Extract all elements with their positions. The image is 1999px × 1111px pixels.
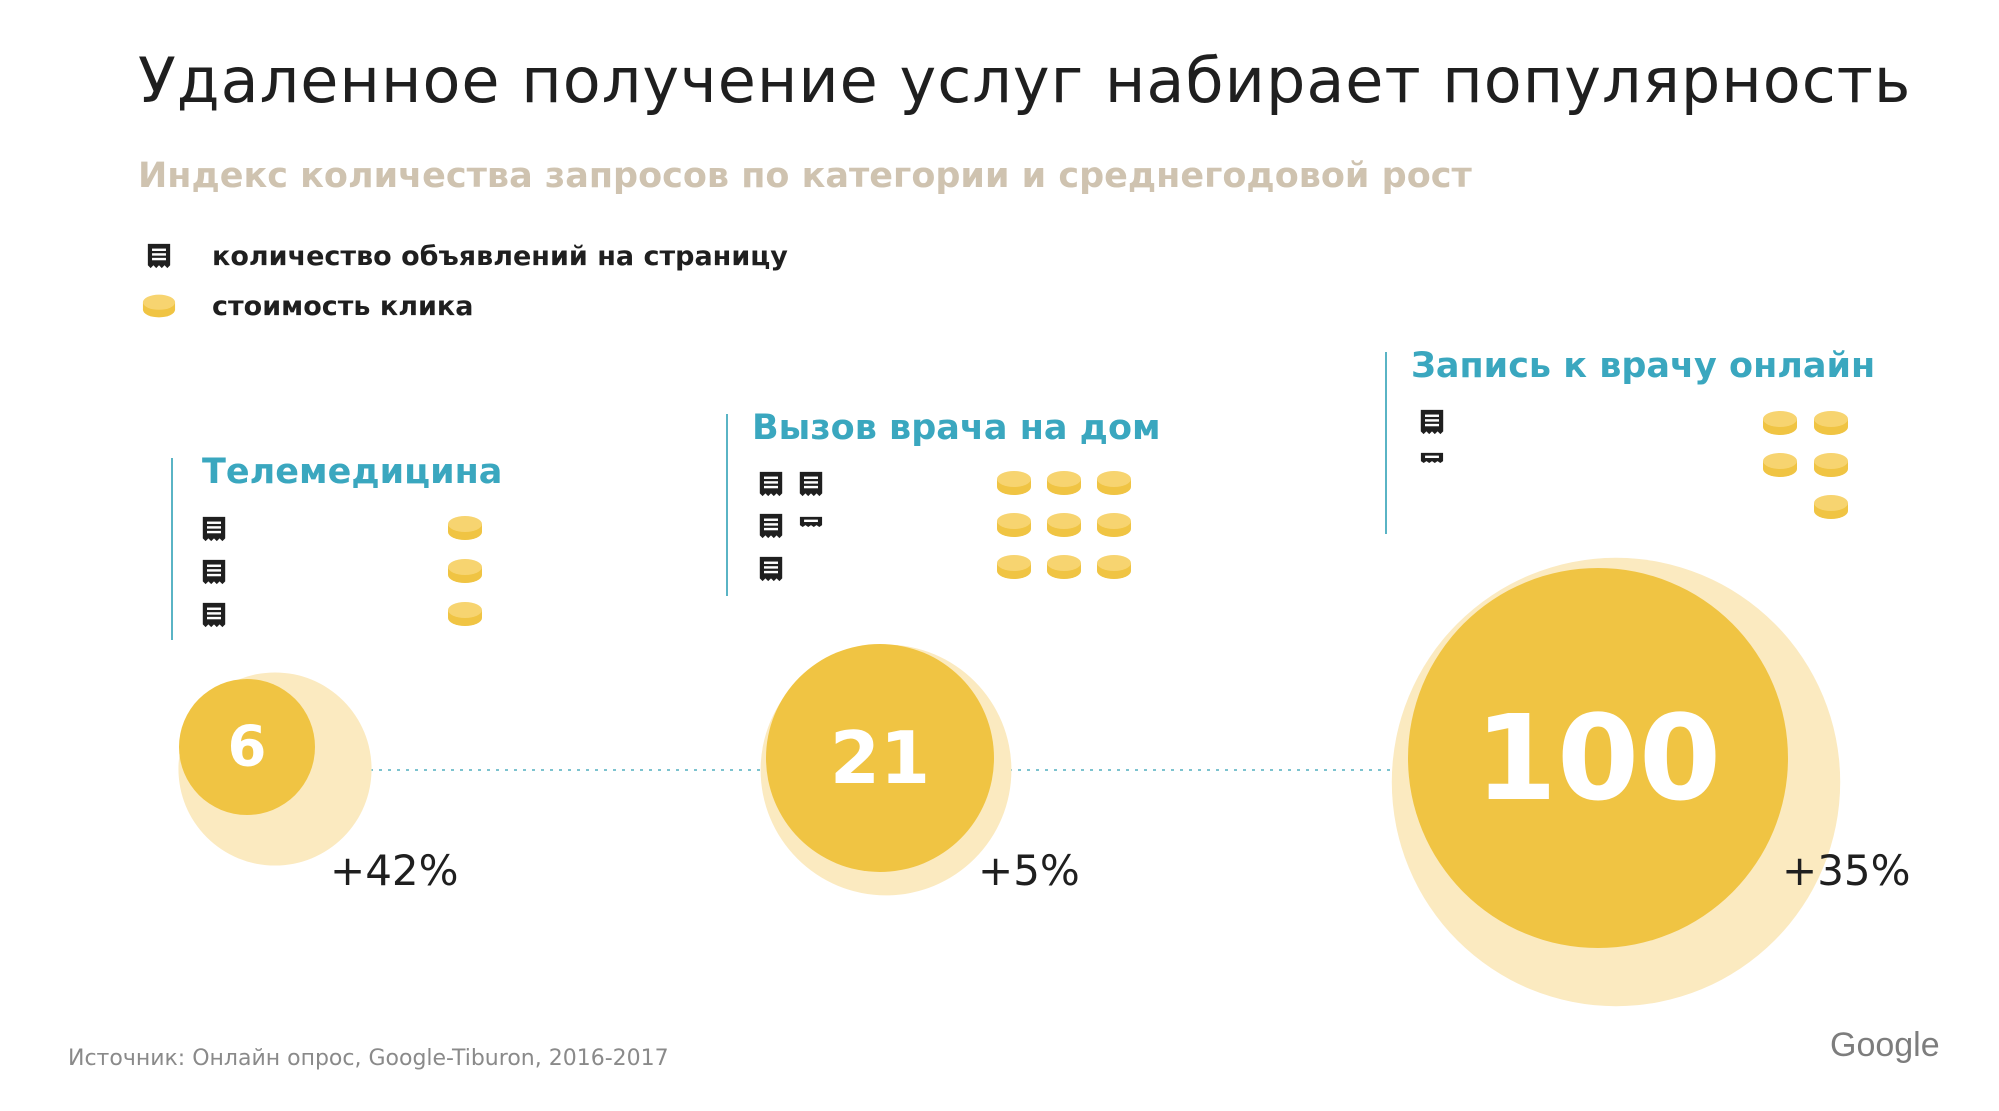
legend-item-cpc: стоимость клика: [142, 286, 473, 326]
coin-icon: [1096, 512, 1132, 538]
coin-icon: [447, 601, 483, 627]
google-logo: Google: [1830, 1026, 1940, 1064]
category-divider-3: [1385, 352, 1387, 534]
coin-icon: [1762, 452, 1798, 478]
ad-page-icon: [142, 239, 176, 273]
ad-page-icon: [797, 512, 825, 540]
ad-page-icon: [797, 470, 825, 498]
category-divider-1: [171, 458, 173, 640]
page-subtitle: Индекс количества запросов по категории …: [138, 156, 1472, 196]
coin-icon: [1046, 512, 1082, 538]
source-note: Источник: Онлайн опрос, Google-Tiburon, …: [68, 1046, 669, 1071]
bubble: [1408, 568, 1788, 948]
bubble-value-online-appointment: 100: [1474, 689, 1722, 827]
bubble-value-home-visit: 21: [829, 716, 931, 800]
coin-icon: [1096, 554, 1132, 580]
ad-page-icon: [200, 601, 228, 629]
ad-page-icon: [1418, 408, 1446, 436]
growth-label-telemedicine: +42%: [330, 846, 459, 895]
coin-icon: [1046, 554, 1082, 580]
category-label-telemedicine: Телемедицина: [202, 452, 503, 492]
ad-page-icon: [757, 555, 785, 583]
bubble-value-telemedicine: 6: [227, 714, 267, 780]
ad-page-icon: [1418, 448, 1446, 476]
bubble: [766, 644, 994, 872]
growth-label-online-appointment: +35%: [1782, 846, 1911, 895]
coin-icon: [1046, 470, 1082, 496]
coin-icon: [996, 512, 1032, 538]
category-label-online-appointment: Запись к врачу онлайн: [1411, 346, 1876, 386]
ad-page-icon: [757, 512, 785, 540]
coin-icon: [1762, 410, 1798, 436]
coin-icon: [996, 470, 1032, 496]
page-title: Удаленное получение услуг набирает попул…: [138, 44, 1912, 117]
legend-item-ads: количество объявлений на страницу: [142, 236, 788, 276]
coin-icon: [1813, 452, 1849, 478]
legend-ads-label: количество объявлений на страницу: [212, 240, 788, 272]
coin-icon: [1813, 494, 1849, 520]
bubble: [179, 679, 315, 815]
coin-icon: [142, 289, 176, 323]
ad-page-icon: [200, 558, 228, 586]
growth-label-home-visit: +5%: [978, 846, 1080, 895]
coin-icon: [447, 515, 483, 541]
category-label-home-visit: Вызов врача на дом: [752, 408, 1161, 448]
coin-icon: [1096, 470, 1132, 496]
coin-icon: [996, 554, 1032, 580]
legend-cpc-label: стоимость клика: [212, 290, 474, 322]
coin-icon: [447, 558, 483, 584]
ad-page-icon: [757, 470, 785, 498]
category-divider-2: [726, 414, 728, 596]
ad-page-icon: [200, 515, 228, 543]
coin-icon: [1813, 410, 1849, 436]
